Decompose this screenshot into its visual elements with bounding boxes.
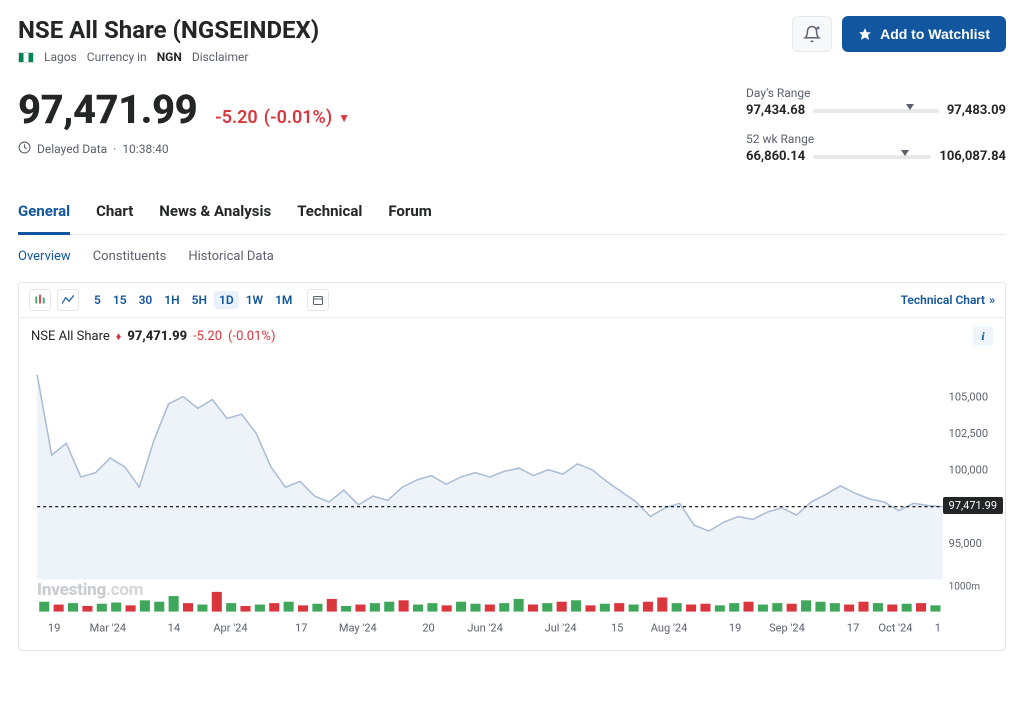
svg-text:Jul '24: Jul '24 [545,622,577,635]
star-icon [858,27,872,41]
svg-text:1000m: 1000m [949,581,981,592]
change-abs: -5.20 [215,107,258,128]
add-to-watchlist-button[interactable]: Add to Watchlist [842,16,1006,52]
day-range: Day's Range 97,434.68 97,483.09 [746,86,1006,118]
sub-tabs: Overview Constituents Historical Data [18,247,1006,266]
week-range-marker [901,150,909,156]
chart-card: 515301H5H1D1W1M Technical Chart » NSE Al… [18,282,1006,651]
svg-text:Mar '24: Mar '24 [90,622,126,635]
svg-text:Aug '24: Aug '24 [651,622,688,635]
interval-1m[interactable]: 1M [270,291,297,309]
svg-text:1: 1 [935,622,941,635]
tab-general[interactable]: General [18,192,70,235]
svg-text:Jun '24: Jun '24 [467,622,502,635]
svg-text:14: 14 [168,622,180,635]
current-price-tag: 97,471.99 [943,497,1003,514]
watchlist-label: Add to Watchlist [880,26,990,42]
delayed-label: Delayed Data [37,142,107,156]
svg-text:Sep '24: Sep '24 [769,622,805,635]
chart-series-change-pct: (-0.01%) [228,329,275,344]
arrow-down-icon: ♦ [116,330,122,343]
interval-1h[interactable]: 1H [159,291,184,309]
subtab-overview[interactable]: Overview [18,247,71,266]
interval-30[interactable]: 30 [134,291,158,309]
week-range-bar [813,155,931,159]
chart-series-change-abs: -5.20 [193,329,222,344]
svg-text:19: 19 [729,622,741,635]
chevron-right-icon: » [989,293,995,307]
svg-text:Apr '24: Apr '24 [213,622,247,635]
week-range-label: 52 wk Range [746,132,1006,146]
interval-5h[interactable]: 5H [187,291,212,309]
day-range-high: 97,483.09 [947,103,1006,118]
location-label: Lagos [44,50,77,64]
alerts-button[interactable] [792,16,832,52]
chart-series-name: NSE All Share [31,329,110,344]
main-tabs: General Chart News & Analysis Technical Foru… [18,192,1006,235]
svg-text:102,500: 102,500 [949,427,988,440]
tab-technical[interactable]: Technical [297,192,362,235]
tab-forum[interactable]: Forum [388,192,431,235]
page-title: NSE All Share (NGSEINDEX) [18,16,319,44]
week-range-low: 66,860.14 [746,149,805,164]
subtab-constituents[interactable]: Constituents [93,247,167,266]
interval-5[interactable]: 5 [89,291,106,309]
technical-chart-link[interactable]: Technical Chart » [901,293,995,307]
candlestick-toggle[interactable] [29,289,51,311]
svg-text:17: 17 [847,622,859,635]
svg-text:Oct '24: Oct '24 [878,622,912,635]
svg-text:17: 17 [295,622,307,635]
last-price: 97,471.99 [18,86,197,133]
week-range-high: 106,087.84 [939,149,1006,164]
currency-code[interactable]: NGN [157,50,182,64]
price-change: -5.20 (-0.01%) ▼ [215,107,350,128]
flag-nigeria-icon [18,52,34,63]
watermark: Investing.com [37,580,143,600]
day-range-low: 97,434.68 [746,103,805,118]
svg-text:19: 19 [48,622,60,635]
interval-1w[interactable]: 1W [241,291,268,309]
separator: · [113,142,116,156]
week-range: 52 wk Range 66,860.14 106,087.84 [746,132,1006,164]
change-pct: (-0.01%) [264,107,332,128]
interval-1d[interactable]: 1D [214,291,239,309]
svg-text:95,000: 95,000 [949,537,982,550]
svg-text:20: 20 [422,622,434,635]
clock-icon [18,141,31,157]
svg-text:May '24: May '24 [339,622,377,635]
interval-15[interactable]: 15 [108,291,132,309]
svg-text:15: 15 [611,622,623,635]
currency-prefix: Currency in [87,50,147,64]
tab-chart[interactable]: Chart [96,192,133,235]
disclaimer-link[interactable]: Disclaimer [192,50,249,64]
subtab-historical-data[interactable]: Historical Data [188,247,273,266]
bell-plus-icon [803,25,821,43]
tab-news-analysis[interactable]: News & Analysis [159,192,271,235]
day-range-bar [813,109,939,113]
day-range-label: Day's Range [746,86,1006,100]
caret-down-icon: ▼ [338,111,350,125]
chart-plot-area[interactable]: 95,00097,500100,000102,500105,0001000m19… [19,350,1005,650]
day-range-marker [906,104,914,110]
calendar-button[interactable] [307,289,329,311]
svg-text:100,000: 100,000 [949,464,988,477]
area-toggle[interactable] [57,289,79,311]
chart-series-price: 97,471.99 [127,329,187,344]
chart-info-button[interactable]: i [973,326,993,346]
delayed-time: 10:38:40 [122,142,168,156]
svg-text:105,000: 105,000 [949,391,988,404]
